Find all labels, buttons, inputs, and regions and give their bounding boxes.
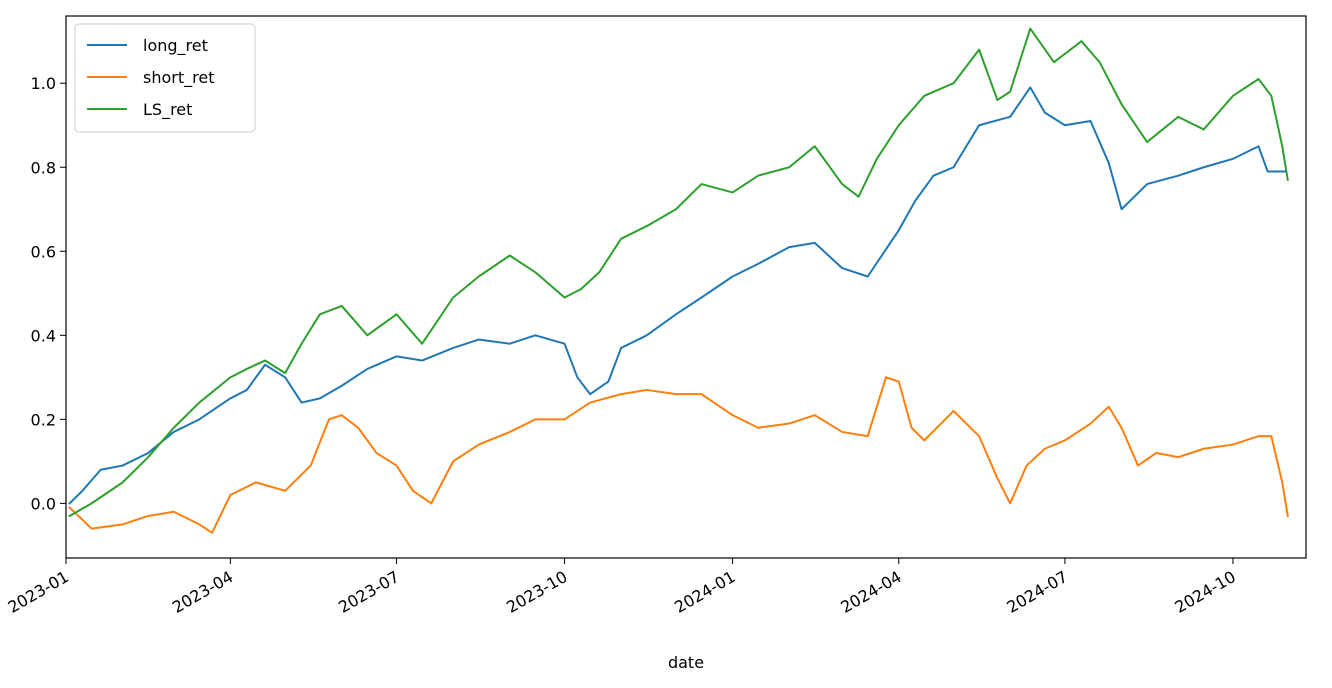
legend-label-short_ret: short_ret (143, 68, 214, 88)
legend-box (74, 23, 256, 133)
x-tick-label: 2024-07 (1004, 567, 1071, 617)
x-tick-label: 2024-04 (837, 567, 904, 617)
series-line-long_ret (68, 86, 1287, 505)
x-tick-label: 2023-01 (5, 567, 72, 617)
series-line-LS_ret (68, 27, 1289, 518)
plot-area-background (66, 16, 1306, 558)
x-tick-label: 2023-10 (503, 567, 570, 617)
x-axis: 2023-01 2023-04 2023-07 2023-10 2024-01 2024-… (5, 558, 1239, 617)
series-layer (68, 27, 1289, 534)
legend-label-long_ret: long_ret (143, 36, 208, 56)
y-axis: 0.0 0.2 0.4 0.6 0.8 1.0 (31, 74, 66, 513)
x-tick-label: 2023-07 (335, 567, 402, 617)
legend-label-LS_ret: LS_ret (143, 100, 192, 120)
y-tick-label: 1.0 (31, 74, 56, 93)
y-tick-label: 0.2 (31, 410, 56, 429)
y-tick-label: 0.8 (31, 158, 56, 177)
legend: long_ret short_ret LS_ret (74, 23, 256, 133)
x-tick-label: 2024-10 (1172, 567, 1239, 617)
x-tick-label: 2023-04 (169, 567, 236, 617)
series-line-short_ret (68, 376, 1289, 534)
y-tick-label: 0.4 (31, 326, 56, 345)
x-tick-label: 2024-01 (671, 567, 738, 617)
y-tick-label: 0.0 (31, 494, 56, 513)
plot-frame (65, 15, 1307, 559)
y-tick-label: 0.6 (31, 242, 56, 261)
x-axis-title: date (668, 653, 704, 672)
